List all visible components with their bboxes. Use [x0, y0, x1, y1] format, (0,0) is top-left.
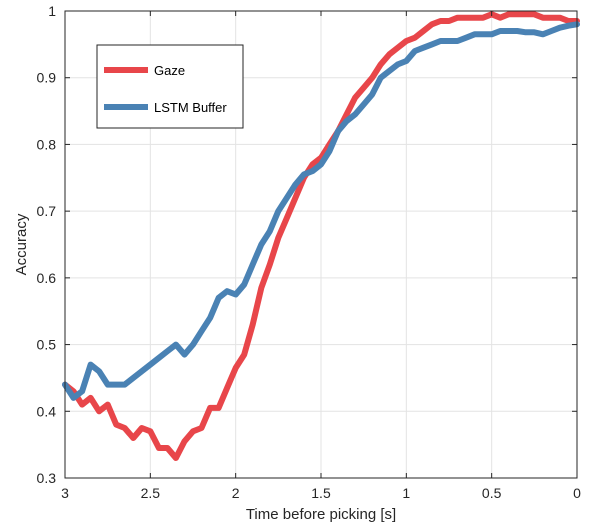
y-tick-label: 0.6 [37, 270, 57, 286]
legend-label-gaze: Gaze [154, 63, 185, 78]
legend: Gaze LSTM Buffer [96, 44, 244, 129]
grid [65, 11, 577, 478]
y-tick-label: 0.7 [37, 203, 57, 219]
legend-box [96, 44, 244, 129]
y-tick-label: 0.8 [37, 136, 57, 152]
x-tick-label: 0.5 [482, 485, 502, 501]
y-tick-label: 0.9 [37, 70, 57, 86]
x-tick-label: 3 [61, 485, 69, 501]
x-tick-label: 1 [402, 485, 410, 501]
x-tick-label: 2.5 [141, 485, 161, 501]
x-tick-label: 2 [232, 485, 240, 501]
series-line-lstm-buffer [62, 21, 580, 401]
y-tick-label: 0.3 [37, 470, 57, 486]
y-tick-label: 0.4 [37, 403, 57, 419]
y-tick-label: 1 [48, 3, 56, 19]
ticks: 3 2.5 2 1.5 1 0.5 0 0.3 0.4 0.5 0.6 0.7 0.8 0.9 1 [37, 3, 582, 501]
x-tick-label: 1.5 [311, 485, 331, 501]
y-axis-label: Accuracy [13, 213, 30, 275]
legend-label-lstm-buffer: LSTM Buffer [154, 100, 227, 115]
x-tick-label: 0 [573, 485, 581, 501]
y-tick-label: 0.5 [37, 337, 57, 353]
x-axis-label: Time before picking [s] [246, 506, 396, 523]
